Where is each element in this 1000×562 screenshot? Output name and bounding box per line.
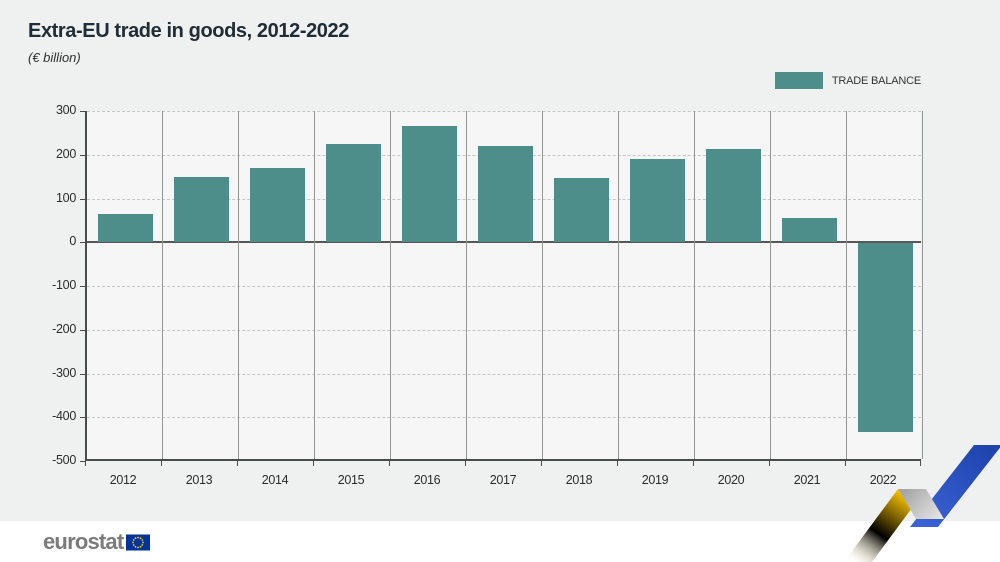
y-axis-tick-mark — [80, 461, 85, 462]
y-axis-tick-label: -100 — [52, 278, 76, 292]
gridline — [87, 329, 921, 331]
column-separator — [466, 111, 467, 459]
x-axis-tick-label: 2020 — [717, 473, 745, 487]
y-axis: 300 200 100 0 -100 -200 -300 -400 -500 — [0, 103, 85, 467]
x-axis-tick-mark — [920, 461, 921, 466]
y-axis-tick-label: 300 — [56, 103, 76, 117]
bar-2019 — [630, 159, 685, 243]
gridline — [87, 373, 921, 375]
y-axis-tick-mark — [80, 242, 85, 244]
x-axis-tick-mark — [237, 461, 238, 466]
bar-2013 — [174, 176, 229, 243]
y-axis-tick-mark — [80, 373, 85, 375]
column-separator — [390, 111, 391, 459]
y-axis-tick-label: 100 — [56, 190, 76, 205]
x-axis-tick-label: 2017 — [489, 473, 517, 487]
legend-swatch — [774, 72, 823, 89]
y-axis-tick-label: -300 — [52, 365, 76, 380]
x-axis-tick-label: 2021 — [793, 473, 821, 487]
y-axis-tick-label: 0 — [69, 234, 76, 249]
x-axis-tick-label: 2019 — [641, 473, 669, 487]
x-axis-tick-mark — [389, 461, 390, 466]
y-axis-tick-mark — [80, 417, 85, 419]
x-axis-tick-mark — [541, 461, 542, 466]
x-axis-tick-mark — [313, 461, 314, 466]
y-axis-tick-mark — [80, 329, 85, 331]
column-separator — [542, 111, 543, 459]
x-axis-tick-mark — [769, 461, 770, 466]
x-axis-tick-label: 2014 — [261, 473, 289, 487]
x-axis-tick-label: 2013 — [185, 473, 213, 487]
page-title: Extra-EU trade in goods, 2012-2022 — [28, 20, 349, 42]
bar-2022 — [858, 243, 913, 433]
y-axis-tick-mark — [80, 111, 85, 112]
bar-2017 — [478, 146, 533, 243]
y-axis-tick-mark — [80, 198, 85, 200]
plot-area — [85, 111, 923, 461]
x-axis-tick-label: 2012 — [109, 473, 137, 487]
y-axis-tick-mark — [80, 286, 85, 287]
bar-2020 — [706, 149, 761, 243]
gridline — [87, 417, 921, 419]
column-separator — [238, 111, 239, 459]
footer-bar: eurostat — [0, 521, 1000, 562]
column-separator — [846, 111, 847, 459]
x-axis: 2012 2013 2014 2015 2016 2017 2018 2019 2020 2021… — [85, 461, 921, 497]
y-axis-tick-mark — [80, 154, 85, 156]
eurostat-wordmark: eurostat — [43, 529, 124, 554]
bar-2012 — [98, 213, 153, 243]
bar-2016 — [402, 126, 457, 243]
y-axis-tick-label: -200 — [52, 321, 76, 336]
y-axis-tick-label: -400 — [52, 409, 76, 424]
bar-2018 — [554, 177, 609, 243]
x-axis-tick-mark — [85, 461, 86, 466]
eurostat-logo: eurostat — [43, 529, 151, 555]
legend: TRADE BALANCE — [774, 72, 921, 89]
column-separator — [618, 111, 619, 459]
x-axis-tick-mark — [693, 461, 694, 466]
x-axis-tick-mark — [465, 461, 466, 466]
x-axis-tick-mark — [845, 461, 846, 466]
x-axis-tick-mark — [617, 461, 618, 466]
column-separator — [314, 111, 315, 459]
legend-label: TRADE BALANCE — [831, 74, 921, 87]
x-axis-tick-label: 2018 — [565, 473, 593, 487]
x-axis-tick-label: 2015 — [337, 473, 365, 487]
bar-2014 — [250, 167, 305, 243]
x-axis-tick-label: 2016 — [413, 473, 441, 487]
column-separator — [922, 111, 923, 459]
x-axis-tick-label: 2022 — [869, 473, 897, 487]
gridline — [87, 286, 921, 287]
zigzag-blue-band — [910, 445, 1000, 527]
column-separator — [770, 111, 771, 459]
y-axis-tick-label: 200 — [56, 146, 76, 161]
eu-flag-icon — [126, 534, 151, 550]
zero-line — [87, 241, 921, 244]
bar-2021 — [782, 218, 837, 243]
y-axis-tick-label: -500 — [52, 453, 76, 467]
column-separator — [162, 111, 163, 459]
bar-2015 — [326, 143, 381, 243]
chart-unit-label: (€ billion) — [28, 50, 81, 65]
column-separator — [694, 111, 695, 459]
x-axis-tick-mark — [161, 461, 162, 466]
gridline — [87, 111, 921, 112]
